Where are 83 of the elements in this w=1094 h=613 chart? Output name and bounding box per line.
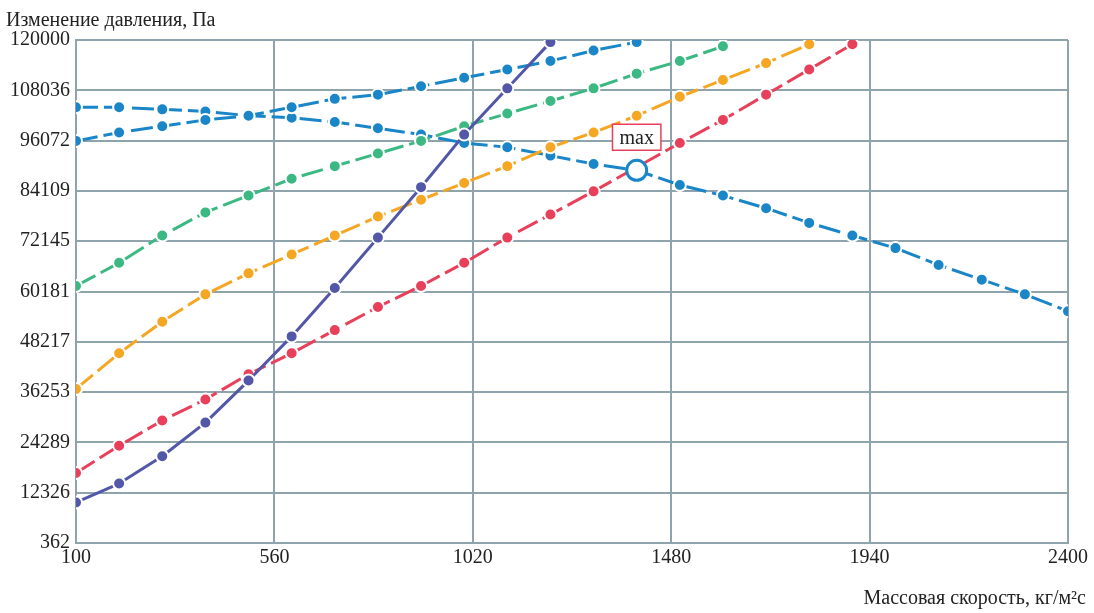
annotation: max xyxy=(619,125,654,148)
point xyxy=(284,171,299,186)
point xyxy=(586,43,601,58)
point xyxy=(802,62,817,77)
point xyxy=(845,40,860,52)
x-axis-title: Массовая скорость, кг/м²с xyxy=(863,586,1086,609)
point xyxy=(414,192,429,207)
point xyxy=(198,287,213,302)
y-tick-label: 84109 xyxy=(20,178,70,201)
y-tick-label: 36253 xyxy=(20,379,70,402)
y-tick-label: 72145 xyxy=(20,228,70,251)
point xyxy=(586,184,601,199)
x-tick-label: 1940 xyxy=(849,545,890,568)
point xyxy=(414,133,429,148)
point xyxy=(500,140,515,155)
x-tick-label: 2400 xyxy=(1048,545,1088,568)
point xyxy=(586,81,601,96)
point xyxy=(672,89,687,104)
point xyxy=(327,281,342,296)
point xyxy=(500,159,515,174)
x-tick-label: 1480 xyxy=(651,545,692,568)
point xyxy=(414,79,429,94)
point xyxy=(284,247,299,262)
point xyxy=(672,178,687,193)
point xyxy=(543,140,558,155)
point xyxy=(500,81,515,96)
point xyxy=(974,272,989,287)
point xyxy=(155,102,170,117)
y-tick-label: 96072 xyxy=(20,127,70,150)
point xyxy=(629,108,644,123)
point xyxy=(845,228,860,243)
y-tick-label: 60181 xyxy=(20,278,70,301)
point xyxy=(543,207,558,222)
point xyxy=(759,87,774,102)
point xyxy=(284,346,299,361)
point xyxy=(414,180,429,195)
point xyxy=(457,255,472,270)
point xyxy=(629,66,644,81)
point xyxy=(155,449,170,464)
point xyxy=(112,255,127,270)
point xyxy=(241,188,256,203)
point xyxy=(327,91,342,106)
point xyxy=(500,106,515,121)
point xyxy=(112,476,127,491)
x-tick-label: 560 xyxy=(259,545,290,568)
point xyxy=(370,146,385,161)
point xyxy=(370,87,385,102)
point xyxy=(112,125,127,140)
point xyxy=(759,201,774,216)
point xyxy=(112,346,127,361)
point xyxy=(457,127,472,142)
point xyxy=(715,40,730,54)
point xyxy=(715,188,730,203)
point xyxy=(155,314,170,329)
point xyxy=(241,373,256,388)
point xyxy=(327,228,342,243)
point xyxy=(586,125,601,140)
point xyxy=(198,112,213,127)
point xyxy=(155,413,170,428)
point xyxy=(284,329,299,344)
y-tick-label: 12326 xyxy=(20,479,70,502)
y-tick-label: 48217 xyxy=(20,329,70,352)
point xyxy=(198,415,213,430)
point xyxy=(370,230,385,245)
point xyxy=(802,40,817,52)
point xyxy=(370,209,385,224)
point xyxy=(198,392,213,407)
point xyxy=(1017,287,1032,302)
point xyxy=(112,100,127,115)
point xyxy=(457,70,472,85)
point xyxy=(370,121,385,136)
point xyxy=(500,230,515,245)
point xyxy=(327,159,342,174)
x-tick-label: 1020 xyxy=(452,545,493,568)
point xyxy=(198,205,213,220)
point xyxy=(155,119,170,134)
y-tick-label: 24289 xyxy=(20,429,70,452)
point xyxy=(500,62,515,77)
point xyxy=(155,228,170,243)
point xyxy=(284,100,299,115)
y-tick-label: 108036 xyxy=(10,77,70,100)
point xyxy=(112,438,127,453)
point xyxy=(241,266,256,281)
